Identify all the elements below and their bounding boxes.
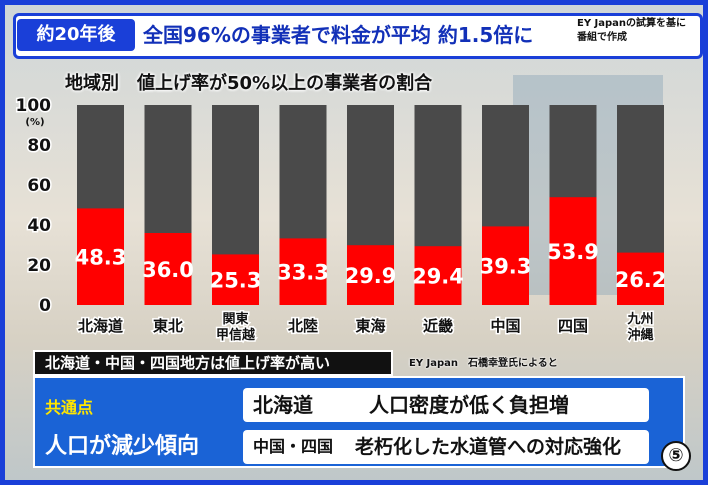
- data-label: 36.0: [142, 258, 194, 282]
- bar: [617, 252, 664, 305]
- info-panel: 共通点 人口が減少傾向 北海道 人口密度が低く負担増 中国・四国 老朽化した水道…: [33, 376, 685, 468]
- attribution: EY Japan 石橋幸登氏によると: [409, 358, 558, 369]
- data-label: 25.3: [210, 269, 262, 293]
- source-note-line1: EY Japanの試算を基に: [577, 18, 687, 29]
- y-tick-label: 60: [27, 176, 51, 196]
- y-tick-label: 100: [16, 96, 52, 116]
- x-tick-label: 北海道: [78, 317, 123, 335]
- bar: [212, 254, 259, 305]
- x-tick-label: 甲信越: [216, 327, 256, 343]
- y-tick-label: 80: [27, 136, 51, 156]
- bar: [482, 226, 529, 305]
- y-tick-label: 40: [27, 216, 51, 236]
- reason-hokkaido: 北海道 人口密度が低く負担増: [243, 388, 649, 422]
- source-note-line2: 番組で作成: [577, 32, 627, 43]
- data-label: 53.9: [547, 240, 599, 264]
- data-label: 29.4: [412, 265, 464, 289]
- headline: 全国96%の事業者で料金が平均 約1.5倍に: [143, 23, 534, 47]
- x-tick-label: 関東: [222, 311, 248, 327]
- x-tick-label: 九州: [626, 312, 653, 327]
- subhead-banner: 北海道・中国・四国地方は値上げ率が高い: [33, 350, 393, 376]
- y-tick-label: 0: [39, 296, 51, 316]
- bar: [144, 233, 192, 305]
- common-point-value: 人口が減少傾向: [45, 434, 200, 459]
- reason-description: 老朽化した水道管への対応強化: [355, 436, 622, 458]
- reason-region: 中国・四国: [253, 437, 334, 456]
- time-badge: 約20年後: [17, 19, 135, 51]
- bar: [279, 238, 327, 305]
- bar: [77, 208, 124, 305]
- chart-title: 地域別 値上げ率が50%以上の事業者の割合: [65, 73, 433, 94]
- x-tick-label: 四国: [558, 317, 588, 335]
- data-label: 29.9: [345, 264, 397, 288]
- y-tick-label: 20: [27, 256, 51, 276]
- x-tick-label: 近畿: [423, 317, 453, 335]
- y-axis-unit: (%): [25, 117, 44, 128]
- data-label: 33.3: [277, 261, 329, 285]
- reason-chugoku-shikoku: 中国・四国 老朽化した水道管への対応強化: [243, 430, 649, 464]
- bar: [347, 245, 394, 305]
- data-label: 26.2: [615, 268, 667, 292]
- page-number: ⑤: [661, 441, 691, 471]
- data-label: 39.3: [480, 255, 532, 279]
- bar: [414, 246, 462, 305]
- x-tick-label: 中国: [490, 317, 520, 335]
- data-label: 48.3: [75, 246, 127, 270]
- x-tick-label: 東海: [355, 317, 385, 335]
- reason-description: 人口密度が低く負担増: [369, 393, 569, 417]
- x-tick-label: 沖縄: [627, 327, 653, 343]
- common-point-label: 共通点: [45, 398, 94, 417]
- x-tick-label: 東北: [153, 317, 183, 335]
- bar: [549, 197, 597, 305]
- reason-region: 北海道: [253, 393, 313, 417]
- source-note: EY Japanの試算を基に 番組で作成: [577, 17, 703, 45]
- x-tick-label: 北陸: [288, 317, 318, 335]
